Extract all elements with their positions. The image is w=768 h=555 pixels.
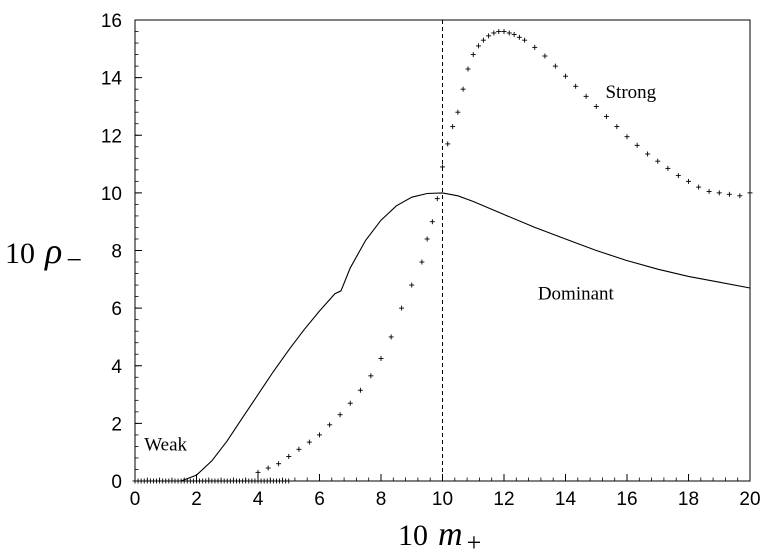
plus-marker-point — [696, 184, 702, 190]
plus-marker-point — [645, 151, 651, 157]
plus-marker-point — [506, 30, 512, 36]
annotation-strong: Strong — [605, 82, 656, 103]
plus-marker-point — [445, 141, 451, 147]
y-axis-title: 10 ρ − — [5, 231, 82, 276]
plus-marker-point — [593, 103, 599, 109]
x-axis-title-prefix: 10 — [398, 519, 428, 552]
plus-marker-point — [378, 356, 384, 362]
plus-marker-series — [132, 29, 753, 484]
plus-marker-point — [347, 400, 353, 406]
plus-marker-point — [424, 236, 430, 242]
plus-marker-point — [491, 30, 497, 36]
y-tick-label: 16 — [101, 11, 122, 32]
plus-marker-point — [450, 124, 456, 130]
plus-marker-point — [480, 37, 486, 43]
plus-marker-point — [470, 52, 476, 58]
x-tick-label: 14 — [555, 489, 577, 510]
x-axis-title-symbol: m — [438, 516, 463, 553]
plus-marker-point — [747, 190, 753, 196]
plus-marker-point — [665, 165, 671, 171]
plus-marker-point — [511, 31, 517, 37]
plus-marker-point — [429, 219, 435, 225]
plus-marker-point — [327, 422, 333, 428]
y-tick-label: 12 — [101, 126, 122, 147]
plus-marker-point — [716, 190, 722, 196]
minor-ticks — [134, 19, 751, 482]
plus-marker-point — [357, 387, 363, 393]
plus-marker-point — [265, 465, 271, 471]
plus-marker-point — [286, 478, 292, 484]
annotations: Weak Strong Dominant — [144, 82, 656, 456]
plus-marker-point — [737, 193, 743, 199]
x-tick-label: 12 — [493, 489, 514, 510]
y-axis-title-symbol: ρ — [44, 231, 62, 271]
plus-marker-point — [286, 454, 292, 460]
plus-marker-point — [296, 446, 302, 452]
x-tick-label: 20 — [739, 489, 760, 510]
y-tick-label: 2 — [111, 414, 122, 435]
plus-marker-point — [614, 124, 620, 130]
plus-marker-point — [624, 134, 630, 140]
y-tick-label: 4 — [111, 357, 122, 378]
x-axis-title: 10 m + — [398, 516, 481, 555]
y-tick-label: 0 — [111, 472, 122, 493]
x-tick-label: 10 — [432, 489, 453, 510]
annotation-weak: Weak — [144, 435, 187, 456]
x-tick-label: 16 — [616, 489, 637, 510]
x-tick-label: 6 — [314, 489, 325, 510]
plus-marker-point — [726, 191, 732, 197]
x-axis-ticks: 0 2 4 6 8 10 12 14 16 18 20 — [130, 474, 761, 510]
plus-marker-point — [440, 164, 445, 170]
plus-marker-point — [573, 83, 579, 89]
y-axis-ticks: 0 2 4 6 8 10 12 14 16 — [101, 11, 142, 493]
plus-marker-point — [475, 43, 481, 49]
x-tick-label: 0 — [130, 489, 141, 510]
x-axis-title-subscript: + — [467, 528, 482, 555]
plus-marker-point — [496, 29, 502, 35]
plus-marker-point — [563, 73, 568, 79]
x-tick-label: 4 — [253, 489, 264, 510]
plus-marker-point — [399, 305, 405, 311]
plus-marker-point — [634, 142, 640, 148]
plus-marker-point — [583, 93, 589, 99]
x-tick-label: 2 — [191, 489, 202, 510]
plus-marker-point — [276, 461, 282, 467]
plus-marker-point — [486, 33, 492, 39]
plot-frame — [134, 19, 751, 482]
plus-marker-point — [603, 114, 609, 120]
y-tick-label: 10 — [101, 184, 122, 205]
y-tick-label: 6 — [111, 299, 122, 320]
plus-marker-point — [306, 439, 312, 445]
plus-marker-point — [317, 432, 322, 438]
plus-marker-point — [465, 66, 471, 72]
plus-marker-point — [434, 196, 440, 202]
plus-marker-point — [419, 259, 425, 265]
plus-marker-point — [675, 173, 681, 179]
plus-marker-point — [686, 178, 691, 184]
plus-marker-point — [337, 412, 343, 418]
y-axis-title-subscript: − — [66, 245, 82, 276]
plus-marker-point — [409, 282, 415, 288]
plus-marker-point — [522, 37, 528, 43]
plus-marker-point — [368, 373, 374, 379]
plus-marker-point — [460, 86, 466, 92]
plus-marker-point — [532, 44, 538, 50]
plus-marker-point — [501, 29, 507, 35]
plus-marker-point — [516, 34, 522, 40]
plus-marker-point — [388, 334, 394, 340]
dominant-curve — [135, 192, 751, 482]
plus-marker-point — [552, 63, 558, 69]
annotation-dominant: Dominant — [538, 283, 615, 304]
plus-marker-point — [706, 188, 712, 194]
x-tick-label: 18 — [678, 489, 699, 510]
y-tick-label: 8 — [111, 242, 122, 263]
y-tick-label: 14 — [101, 69, 123, 90]
x-tick-label: 8 — [376, 489, 387, 510]
plus-marker-point — [455, 109, 461, 115]
y-axis-title-prefix: 10 — [5, 237, 35, 270]
plus-marker-point — [542, 53, 548, 59]
plus-marker-point — [655, 158, 661, 164]
plus-marker-point — [255, 469, 261, 475]
